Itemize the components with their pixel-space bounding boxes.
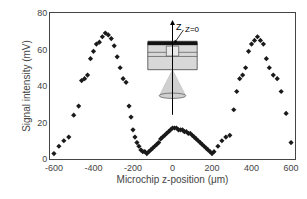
svg-text:40: 40	[37, 81, 47, 91]
svg-text:0: 0	[170, 163, 175, 173]
svg-text:400: 400	[244, 163, 259, 173]
svg-text:Signal intensity (mV): Signal intensity (mV)	[21, 40, 32, 132]
svg-text:Microchip z-position (μm): Microchip z-position (μm)	[117, 174, 229, 185]
svg-text:20: 20	[37, 118, 47, 128]
svg-text:-400: -400	[84, 163, 102, 173]
svg-text:60: 60	[37, 45, 47, 55]
svg-text:Z: Z	[176, 22, 182, 32]
svg-text:-200: -200	[124, 163, 142, 173]
svg-text:80: 80	[37, 8, 47, 18]
svg-text:200: 200	[205, 163, 220, 173]
svg-text:600: 600	[284, 163, 299, 173]
svg-text:Z=0: Z=0	[185, 25, 200, 34]
svg-text:0: 0	[42, 154, 47, 164]
svg-text:-600: -600	[45, 163, 63, 173]
